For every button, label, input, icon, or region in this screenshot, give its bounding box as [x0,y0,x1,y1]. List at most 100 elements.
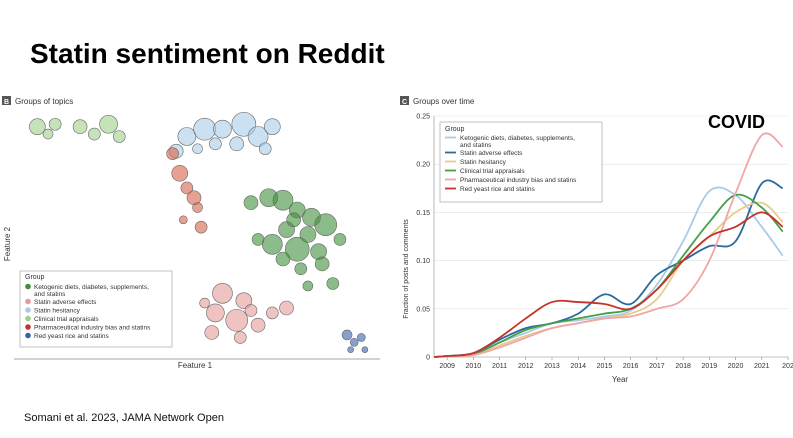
bubble-1-9 [199,297,210,309]
x-tick-label-0: 2009 [439,363,455,370]
x-tick-label-10: 2019 [702,363,718,370]
y-tick-label-2: 0.10 [416,258,430,265]
legend-label-4: Pharmaceutical industry bias and statins [34,325,151,332]
bubble-3-6 [42,128,54,140]
legend-swatch-3 [25,315,31,322]
bubble-1-4 [250,317,266,333]
bubble-1-1 [235,292,253,309]
bubble-4-2 [180,181,194,195]
bubble-1-10 [244,304,258,317]
y-tick-label-0: 0 [426,355,430,362]
legend-label-2: Statin hesitancy [34,308,81,315]
panel-b-x-label: Feature 1 [178,361,213,370]
x-tick-label-3: 2012 [518,363,534,370]
legend-label-2: Statin hesitancy [460,159,507,166]
bubble-2-4 [247,126,269,147]
panel-letter-box-c [400,96,409,105]
series-line-0 [433,186,784,358]
bubble-0-17 [326,277,340,290]
bubble-1-3 [225,308,249,332]
bubble-2-10 [258,142,272,156]
series-line-4 [433,132,784,358]
legend-label-3: Clinical trial appraisals [460,168,525,175]
bubble-3-4 [99,114,118,134]
legend-title: Group [445,126,465,133]
legend-box [19,270,173,348]
bubble-0-18 [286,212,301,228]
bubble-0-9 [275,251,291,267]
bubble-4-4 [194,220,208,234]
x-tick-label-12: 2021 [754,363,770,370]
bubble-2-1 [193,117,216,141]
bubble-4-0 [166,147,179,160]
bubble-2-7 [192,143,203,155]
bubble-3-5 [112,130,126,143]
legend-label-1: Statin adverse effects [34,299,97,306]
bubble-5-2 [357,333,366,342]
legend-label-0-cont: and statins [460,142,492,149]
legend-swatch-5 [25,332,31,339]
legend-swatch-2 [25,307,31,313]
x-tick-label-8: 2017 [649,363,665,370]
bubble-4-5 [179,215,188,225]
bubble-5-0 [341,329,353,341]
covid-annotation: COVID [708,112,766,132]
bubble-0-7 [284,236,310,262]
bubble-1-7 [266,306,279,320]
bubble-0-12 [294,262,308,276]
bubble-5-3 [347,346,354,353]
panel-letter-b: B [4,99,9,106]
bubble-0-0 [243,195,259,210]
x-tick-label-9: 2018 [675,363,691,370]
bubble-0-6 [299,226,317,243]
bubble-5-1 [349,338,359,347]
bubble-2-2 [213,119,232,139]
series-line-5 [433,211,784,358]
x-tick-label-1: 2010 [466,363,482,370]
x-tick-label-5: 2014 [570,363,586,370]
x-tick-label-6: 2015 [597,363,613,370]
panel-c-x-label: Year [612,375,629,384]
panel-letter-box-b [2,96,11,105]
legend-label-0: Ketogenic diets, diabetes, supplements, [34,284,149,291]
groups-over-time-line-chart: C Groups over time 0 0.05 0.10 0.15 0.20 0.25… [400,96,793,384]
series-line-3 [433,193,784,358]
panel-b-legend: Group Ketogenic diets, diabetes, supplem… [19,270,173,348]
legend-label-0: Ketogenic diets, diabetes, supplements, [460,135,575,142]
bubble-1-5 [204,325,220,340]
bubble-3-1 [48,117,62,131]
legend-swatch-0 [25,283,31,290]
bubble-0-10 [262,234,283,255]
legend-swatch-4 [25,324,31,330]
x-tick-label-7: 2016 [623,363,639,370]
series-line-2 [433,201,784,358]
bubble-5-4 [361,346,369,353]
y-tick-label-5: 0.25 [416,114,430,121]
panel-b-y-label: Feature 2 [3,226,12,261]
legend-label-5: Red yeast rice and statins [34,333,110,340]
legend-box [439,121,603,203]
bubble-0-5 [314,213,338,236]
legend-label-1: Statin adverse effects [460,150,523,157]
panel-c-legend: Group Ketogenic diets, diabetes, supplem… [439,121,603,203]
legend-label-5: Red yeast rice and statins [460,186,536,193]
x-tick-label-13: 202 [782,363,793,370]
legend-label-0-cont: and statins [34,291,66,298]
bubble-1-0 [212,283,233,304]
legend-swatch-1 [25,298,31,305]
bubble-1-2 [206,303,225,323]
topic-groups-scatter-chart: B Groups of topics Feature 1 Feature 2 G… [2,96,380,370]
panel-c-y-label: Fraction of posts and comments [403,219,410,319]
bubble-3-3 [88,127,101,141]
bubble-2-0 [177,127,197,146]
bubble-1-8 [279,300,294,316]
bubble-0-2 [272,189,294,211]
bubble-0-15 [333,233,347,246]
bubble-4-6 [186,190,202,206]
bubble-0-13 [314,256,330,272]
y-tick-label-3: 0.15 [416,210,430,217]
bubble-0-16 [302,280,314,292]
panel-b-title: Groups of topics [15,97,73,106]
bubble-0-11 [251,233,265,246]
legend-title: Group [25,274,45,281]
